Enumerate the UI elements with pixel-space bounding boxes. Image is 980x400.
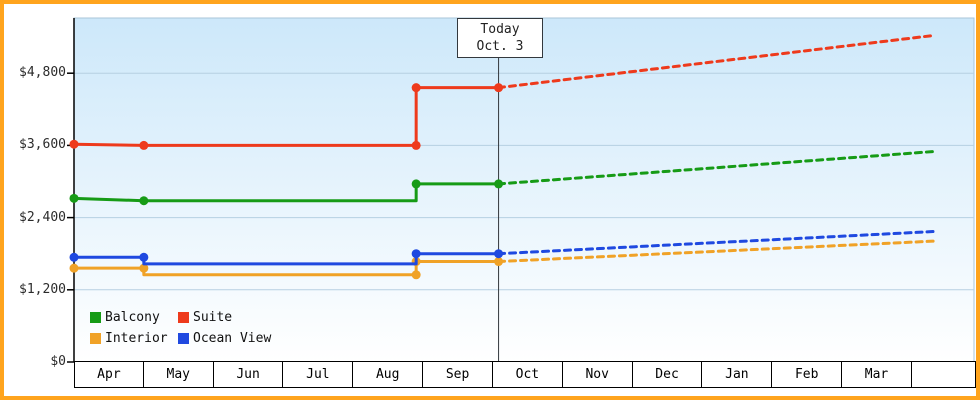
month-cell: Apr [74,361,144,388]
legend-label: Ocean View [193,331,272,346]
y-axis-label: $3,600 [19,137,66,152]
y-axis-label: $4,800 [19,65,66,80]
today-marker-box: Today Oct. 3 [457,18,543,58]
month-cell: Jun [213,361,284,388]
ocean-view-swatch-icon [178,333,189,344]
y-axis-label: $1,200 [19,282,66,297]
month-cell: Oct [492,361,563,388]
y-axis-label: $2,400 [19,210,66,225]
suite-swatch-icon [178,312,189,323]
y-axis-label: $0 [50,354,66,369]
month-cell-empty [911,361,976,388]
month-cell: Jan [702,361,773,388]
legend-label: Interior [105,331,168,346]
month-cell: Jul [283,361,354,388]
balcony-swatch-icon [90,312,101,323]
month-axis: Apr May Jun Jul Aug Sep Oct Nov Dec Jan … [74,361,976,388]
month-cell: Sep [423,361,493,388]
today-marker-line2: Oct. 3 [476,39,524,54]
month-cell: Dec [632,361,703,388]
month-cell: Aug [353,361,424,388]
legend-item-interior: Interior [90,331,178,346]
today-marker-line1: Today [480,22,520,37]
legend: Balcony Suite Interior Ocean View [90,310,271,346]
legend-item-balcony: Balcony [90,310,178,325]
legend-item-ocean-view: Ocean View [178,331,271,346]
legend-item-suite: Suite [178,310,271,325]
month-cell: Mar [842,361,912,388]
month-cell: Nov [562,361,633,388]
legend-label: Suite [193,310,233,325]
legend-label: Balcony [105,310,160,325]
month-cell: May [143,361,214,388]
interior-swatch-icon [90,333,101,344]
month-cell: Feb [772,361,843,388]
